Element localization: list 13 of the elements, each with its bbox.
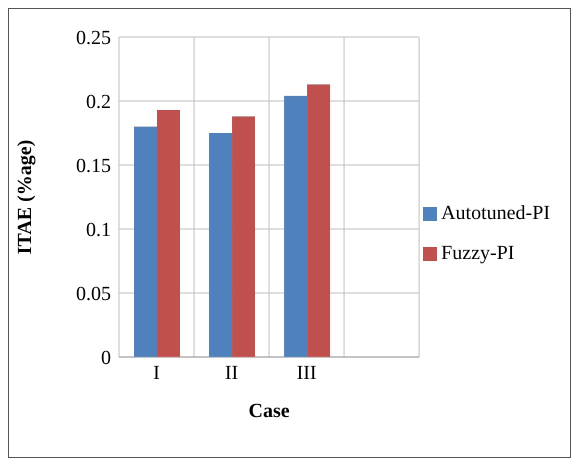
x-tick-label: III xyxy=(296,362,317,384)
y-axis-title: ITAE (%age) xyxy=(14,140,36,254)
y-tick-label: 0.25 xyxy=(76,27,111,50)
y-tick-label: 0.2 xyxy=(86,91,111,114)
x-tick-label: II xyxy=(224,362,238,384)
x-axis-title: Case xyxy=(248,400,290,422)
y-tick-label: 0.05 xyxy=(76,283,111,306)
y-tick-label: 0.1 xyxy=(86,219,111,242)
x-tick-label: I xyxy=(153,362,160,384)
legend-label: Fuzzy-PI xyxy=(441,242,514,264)
y-tick-label: 0 xyxy=(101,347,111,370)
y-tick-label: 0.15 xyxy=(76,155,111,178)
legend-label: Autotuned-PI xyxy=(441,202,550,224)
